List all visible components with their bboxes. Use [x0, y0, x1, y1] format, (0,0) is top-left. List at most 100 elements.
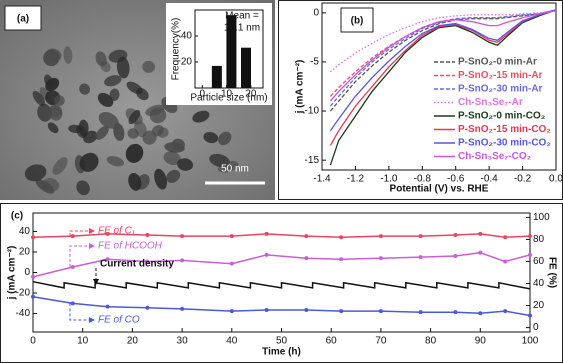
series-marker — [378, 309, 383, 314]
legend-label: P-SnO₂-0 min-Ar — [458, 57, 537, 68]
particle — [218, 131, 232, 146]
annotation: FE of HCOOH — [98, 241, 163, 252]
y2-tick-label: 0 — [533, 322, 539, 333]
x-axis-label: Particle size (nm) — [190, 93, 267, 104]
x-tick-label: 20 — [245, 89, 257, 100]
x-tick-label: 100 — [522, 336, 539, 347]
series-line — [329, 9, 557, 112]
particle — [47, 122, 59, 134]
x-axis-label: Time (h) — [262, 347, 301, 358]
y-tick-label: 0 — [24, 267, 30, 278]
bar — [226, 15, 237, 89]
x-axis-label: Potential (V) vs. RHE — [390, 184, 489, 195]
series-marker — [180, 258, 185, 263]
series-marker — [31, 274, 35, 279]
x-tick-label: 10 — [221, 89, 233, 100]
y2-tick-label: 20 — [533, 300, 545, 311]
series-line — [329, 9, 557, 132]
particle — [24, 164, 47, 182]
series-line — [32, 280, 531, 290]
panel-label: (b) — [351, 16, 364, 27]
series-marker — [229, 309, 234, 314]
panel-label: (c) — [11, 211, 23, 222]
series-marker — [378, 256, 383, 261]
particle — [106, 156, 125, 167]
series-marker — [378, 234, 383, 239]
y-tick-label: 40 — [181, 31, 193, 42]
particle — [128, 172, 142, 191]
particle — [108, 49, 128, 63]
y-axis-label: Frequency(%) — [171, 18, 182, 81]
particle — [217, 161, 239, 173]
series-marker — [105, 304, 110, 309]
x-tick-label: -0.6 — [447, 174, 465, 185]
series-marker — [478, 250, 483, 255]
y-axis-label: j (mA cm⁻²) — [7, 246, 18, 301]
x-tick-label: 10 — [77, 336, 89, 347]
x-tick-label: 80 — [425, 336, 437, 347]
particle — [78, 119, 89, 137]
series-marker — [31, 235, 35, 240]
particle — [192, 110, 210, 123]
series-marker — [264, 231, 269, 236]
y-tick-label: -10 — [305, 106, 320, 117]
particle — [109, 88, 120, 101]
plot-area — [321, 2, 557, 171]
panel-label-box — [4, 5, 42, 31]
annotation: Current density — [100, 259, 174, 270]
x-tick-label: 60 — [326, 336, 338, 347]
particle — [128, 109, 141, 125]
x-tick-label: 40 — [226, 336, 238, 347]
y2-axis-label: FE (%) — [546, 257, 557, 288]
particle — [74, 155, 86, 174]
particle — [54, 95, 65, 106]
series-marker — [339, 235, 344, 240]
x-tick-label: -0.8 — [414, 174, 432, 185]
y-tick-label: 40 — [19, 226, 31, 237]
legend-label: Ch-Sn₃Se₇-CO₂ — [458, 151, 531, 162]
panel-label: (a) — [17, 14, 29, 25]
particle — [104, 75, 122, 87]
y-tick-label: -15 — [305, 155, 320, 166]
x-tick-label: 50 — [276, 336, 288, 347]
series-marker — [418, 255, 423, 260]
particle — [95, 126, 109, 140]
series-marker — [503, 309, 508, 314]
y-axis-label: j (mA cm⁻²) — [295, 60, 306, 115]
legend-label: P-SnO₂-15 min-Ar — [458, 70, 543, 81]
particle — [171, 138, 185, 151]
particle — [136, 87, 149, 101]
x-tick-label: 0.0 — [549, 174, 563, 185]
bar — [211, 65, 222, 88]
series-marker — [304, 307, 309, 312]
particle — [203, 131, 219, 144]
annotation: Mean = — [225, 11, 259, 22]
particle — [45, 48, 62, 62]
series-marker — [453, 310, 458, 315]
annotation-arrow — [69, 243, 95, 267]
x-tick-label: -0.2 — [514, 174, 532, 185]
series-marker — [304, 234, 309, 239]
series-marker — [70, 234, 75, 239]
series-marker — [503, 259, 508, 264]
particle — [76, 180, 90, 196]
x-tick-label: 30 — [177, 336, 189, 347]
series-marker — [339, 257, 344, 262]
x-tick-label: 20 — [127, 336, 139, 347]
series-marker — [229, 261, 234, 266]
series-line — [329, 10, 557, 102]
series-marker — [70, 264, 75, 269]
y2-tick-label: 60 — [533, 256, 545, 267]
bar — [241, 47, 251, 88]
particle — [32, 90, 46, 106]
x-tick-label: -1.4 — [313, 174, 331, 185]
annotation: FE of CO — [98, 315, 140, 326]
series-marker — [503, 235, 508, 240]
series-marker — [145, 305, 150, 310]
particle — [134, 120, 147, 138]
y-tick-label: -40 — [16, 308, 31, 319]
legend-label: P-SnO₂-0 min-CO₂ — [458, 111, 545, 122]
series-marker — [418, 234, 423, 239]
particle — [48, 104, 63, 121]
particle — [79, 83, 91, 95]
